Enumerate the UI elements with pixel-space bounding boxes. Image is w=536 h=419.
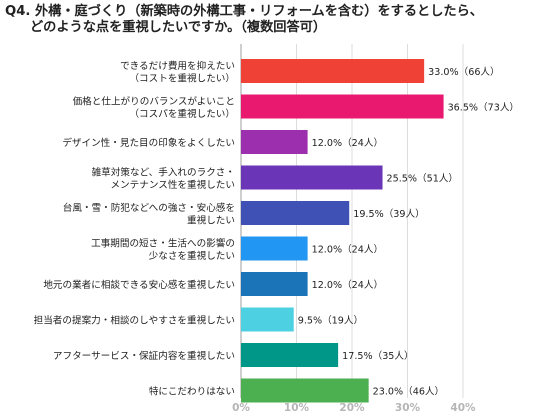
- category-label: 地元の業者に相談できる安心感を重視したい: [43, 279, 235, 291]
- data-label: 12.0%（24人）: [312, 244, 383, 256]
- category-label: デザイン性・見た目の印象をよくしたい: [62, 137, 235, 149]
- bar: [241, 59, 425, 83]
- x-tick-label: 10%: [284, 402, 310, 414]
- bar: [241, 272, 308, 296]
- data-label: 12.0%（24人）: [312, 279, 383, 291]
- category-label: アフターサービス・保証内容を重視したい: [53, 350, 235, 362]
- category-label: 台風・雪・防犯などへの強さ・安心感を重視したい: [63, 202, 235, 227]
- data-label: 33.0%（66人）: [428, 66, 499, 78]
- x-tick-label: 30%: [395, 402, 421, 414]
- bar: [241, 94, 444, 119]
- x-tick-label: 40%: [450, 402, 476, 414]
- data-label: 12.0%（24人）: [312, 137, 383, 149]
- title-line-2: どのような点を重視したいですか。（複数回答可）: [30, 20, 327, 35]
- bar: [241, 165, 383, 190]
- bar: [241, 236, 308, 261]
- data-label: 23.0%（46人）: [373, 386, 444, 398]
- data-label: 25.5%（51人）: [387, 173, 458, 185]
- data-label: 36.5%（73人）: [448, 102, 519, 114]
- chart-title: Q4. 外構・庭づくり（新築時の外構工事・リフォームを含む）をするとしたら、 ど…: [5, 4, 533, 36]
- bar: [241, 343, 339, 367]
- data-label: 17.5%（35人）: [342, 350, 413, 362]
- category-label: 価格と仕上がりのバランスがよいこと（コスパを重視したい）: [73, 95, 235, 120]
- category-label: 担当者の提案力・相談のしやすさを重視したい: [34, 315, 235, 327]
- category-label: できるだけ費用を抑えたい（コストを重視したい）: [120, 60, 235, 85]
- bar: [241, 378, 369, 403]
- title-line-1: Q4. 外構・庭づくり（新築時の外構工事・リフォームを含む）をするとしたら、: [5, 4, 483, 19]
- bar: [241, 130, 308, 154]
- category-label: 雑草対策など、手入れのラクさ・メンテナンス性を重視したい: [92, 166, 235, 191]
- bar: [241, 201, 350, 225]
- x-tick-label: 0%: [232, 402, 250, 414]
- data-label: 9.5%（19人）: [298, 315, 363, 327]
- category-label: 特にこだわりはない: [149, 386, 235, 398]
- category-label: 工事期間の短さ・生活への影響の少なさを重視したい: [91, 237, 235, 262]
- data-label: 19.5%（39人）: [353, 208, 424, 220]
- bar: [241, 307, 294, 332]
- x-tick-label: 20%: [339, 402, 365, 414]
